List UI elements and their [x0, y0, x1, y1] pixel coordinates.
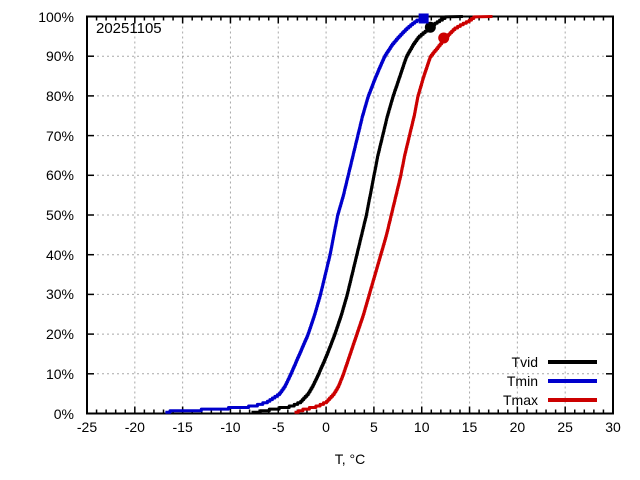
y-tick-label: 60%	[45, 167, 74, 184]
y-tick-label: 10%	[45, 365, 74, 382]
legend-line-sample-tmax	[548, 397, 597, 402]
curve-tmin	[165, 16, 425, 414]
curve-tvid	[251, 15, 463, 414]
x-tick-label: -5	[272, 419, 285, 435]
y-tick-label: 40%	[45, 246, 74, 263]
legend-label-tmin: Tmin	[506, 372, 538, 389]
x-tick-label: -25	[76, 419, 98, 435]
x-tick-label: 20	[509, 419, 526, 435]
y-tick-label: 20%	[45, 326, 74, 343]
curve-tmax	[294, 15, 493, 414]
legend-line-sample-tvid	[548, 359, 597, 364]
x-tick-label: -20	[124, 419, 145, 435]
y-tick-label: 0%	[53, 405, 74, 422]
legend: Tvid Tmin Tmax	[503, 352, 597, 409]
marker-tmax	[438, 32, 450, 44]
legend-label-tvid: Tvid	[511, 353, 538, 370]
x-tick-label: -15	[172, 419, 193, 435]
y-tick-label: 50%	[45, 207, 74, 223]
x-axis-title: T, °C	[334, 451, 366, 467]
x-tick-label: 5	[370, 419, 378, 435]
legend-row-tvid: Tvid	[503, 352, 597, 371]
marker-tmin	[418, 13, 429, 24]
x-tick-label: 30	[605, 419, 621, 435]
marker-tvid	[424, 21, 436, 33]
y-tick-label: 80%	[45, 87, 74, 104]
x-tick-label: 25	[557, 419, 573, 435]
x-tick-label: 10	[413, 419, 430, 435]
x-tick-label: -10	[220, 419, 241, 435]
legend-label-tmax: Tmax	[503, 391, 538, 408]
x-tick-label: 0	[322, 419, 330, 435]
x-tick-label: 15	[461, 419, 478, 435]
y-tick-label: 90%	[45, 48, 74, 65]
y-tick-label: 30%	[45, 286, 74, 303]
legend-row-tmax: Tmax	[503, 390, 597, 409]
y-tick-label: 70%	[45, 127, 74, 144]
y-tick-label: 100%	[38, 8, 74, 25]
legend-row-tmin: Tmin	[503, 371, 597, 390]
legend-line-sample-tmin	[548, 378, 597, 383]
date-label: 20251105	[96, 20, 162, 37]
